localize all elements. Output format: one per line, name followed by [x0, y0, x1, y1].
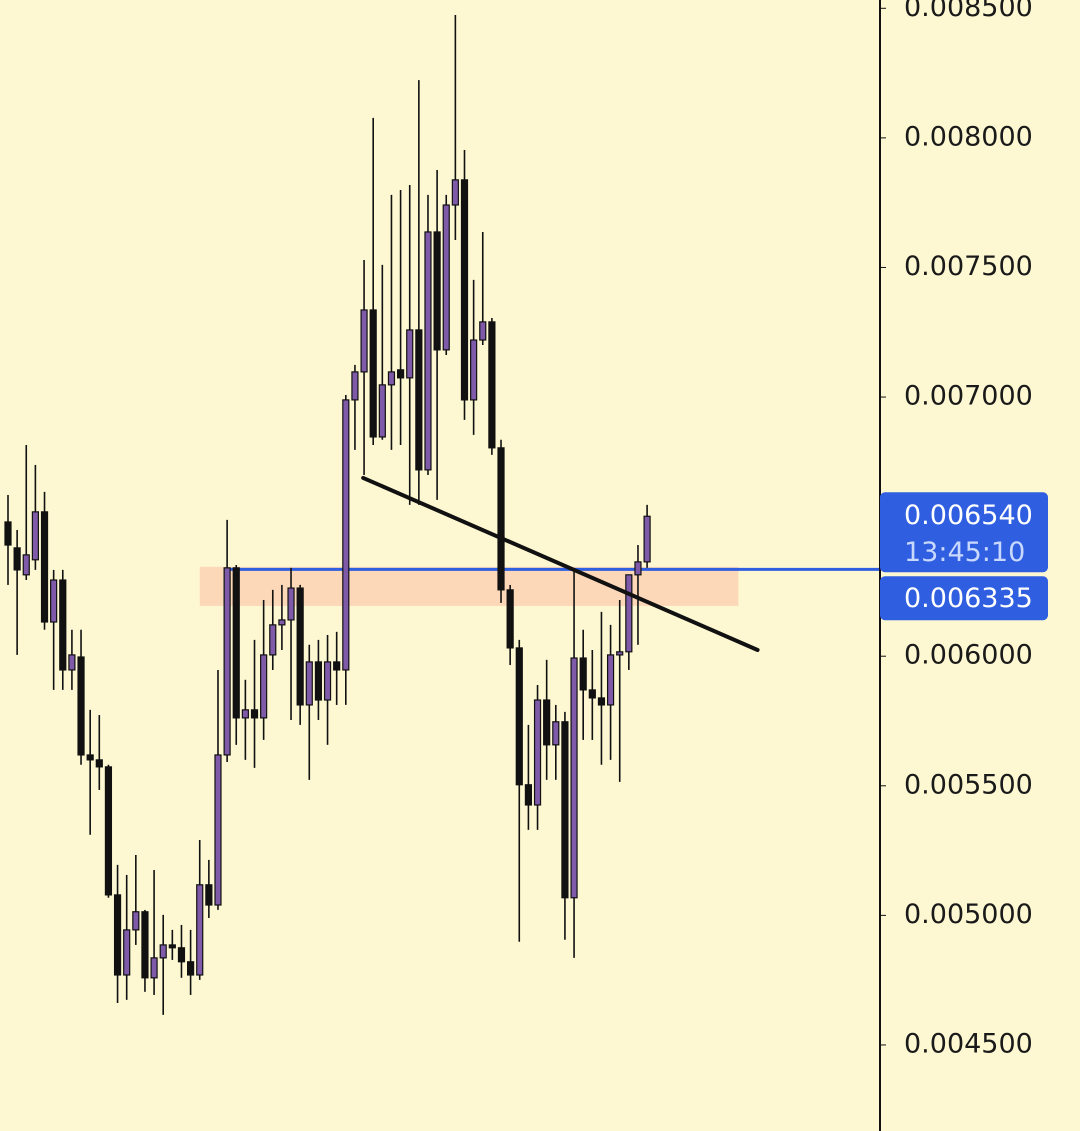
candle-body [13, 547, 21, 571]
candle-body [488, 321, 496, 449]
candle-body [333, 661, 341, 671]
candle-body [451, 179, 459, 206]
candle-body [387, 371, 396, 386]
candle-body [123, 929, 131, 976]
candle-body [86, 754, 94, 761]
last-price-tag [880, 492, 1048, 573]
candle-body [515, 647, 523, 786]
candle-body [50, 579, 58, 623]
candle-body [369, 309, 377, 438]
price-line-label: 0.006335 [904, 583, 1033, 614]
candle-body [314, 661, 323, 701]
candle-body [533, 699, 542, 806]
trendline [361, 475, 760, 652]
candle-body [579, 657, 587, 691]
candle-body [360, 309, 368, 373]
candle-body [588, 689, 596, 699]
candle-body [634, 561, 642, 576]
candle-body [232, 567, 240, 719]
candle-body [168, 944, 176, 949]
candle-body [132, 911, 140, 931]
y-tick-label: 0.005000 [904, 899, 1033, 930]
y-tick-label: 0.006000 [904, 640, 1033, 671]
candle-body [141, 911, 149, 979]
countdown: 13:45:10 [904, 537, 1025, 568]
candle-body [470, 339, 478, 401]
y-tick-label: 0.008500 [904, 0, 1033, 23]
candle-body [196, 884, 204, 976]
candle-body [250, 709, 259, 719]
candle-body [460, 179, 469, 401]
candle-body [4, 521, 12, 546]
candle-body [159, 944, 167, 959]
candle-body [543, 699, 551, 746]
candle-body [113, 894, 122, 976]
candle-body [187, 961, 195, 976]
candle-body [205, 884, 213, 906]
candle-body [68, 654, 76, 671]
candle-body [396, 369, 405, 379]
y-tick-label: 0.007000 [904, 381, 1033, 412]
candle-body [342, 399, 350, 671]
last-price-label: 0.006540 [904, 500, 1033, 531]
candle-body [278, 619, 286, 626]
y-tick-label: 0.008000 [904, 121, 1033, 152]
candle-body [95, 759, 103, 768]
candle-body [415, 329, 423, 471]
candle-body [378, 384, 386, 438]
candle-body [40, 511, 49, 623]
candle-body [625, 574, 633, 653]
candle-body [570, 657, 578, 899]
candle-body [22, 554, 30, 576]
candle-body [406, 329, 414, 379]
candle-body [269, 624, 277, 656]
candle-body [597, 697, 606, 706]
candle-body [59, 579, 67, 671]
candle-body [442, 204, 450, 351]
candle-body [104, 766, 113, 896]
candle-body [433, 231, 441, 351]
candle-body [31, 511, 39, 561]
candle-body [643, 515, 651, 563]
candle-body [506, 589, 514, 649]
candle-body [424, 231, 432, 471]
y-tick-label: 0.005500 [904, 769, 1033, 800]
candle-body [479, 321, 487, 341]
candle-body [497, 447, 505, 591]
candle-body [561, 721, 569, 899]
zone [199, 566, 739, 606]
candle-body [305, 661, 313, 706]
candle-body [351, 371, 359, 401]
candle-body [552, 721, 560, 746]
price-line-tag [880, 576, 1048, 621]
y-tick-label: 0.007500 [904, 251, 1033, 282]
y-tick-label: 0.004500 [904, 1028, 1033, 1059]
candle-body [260, 654, 268, 719]
candle-body [214, 754, 222, 906]
candle-body [150, 957, 158, 979]
candle-body [616, 651, 624, 656]
candle-body [606, 654, 615, 706]
candle-body [296, 587, 304, 706]
candle-body [287, 587, 295, 621]
candle-body [323, 661, 332, 701]
candle-body [223, 567, 231, 756]
candle-body [177, 947, 186, 963]
candle-body [524, 784, 533, 806]
candle-body [241, 709, 249, 719]
candle-body [77, 656, 85, 756]
